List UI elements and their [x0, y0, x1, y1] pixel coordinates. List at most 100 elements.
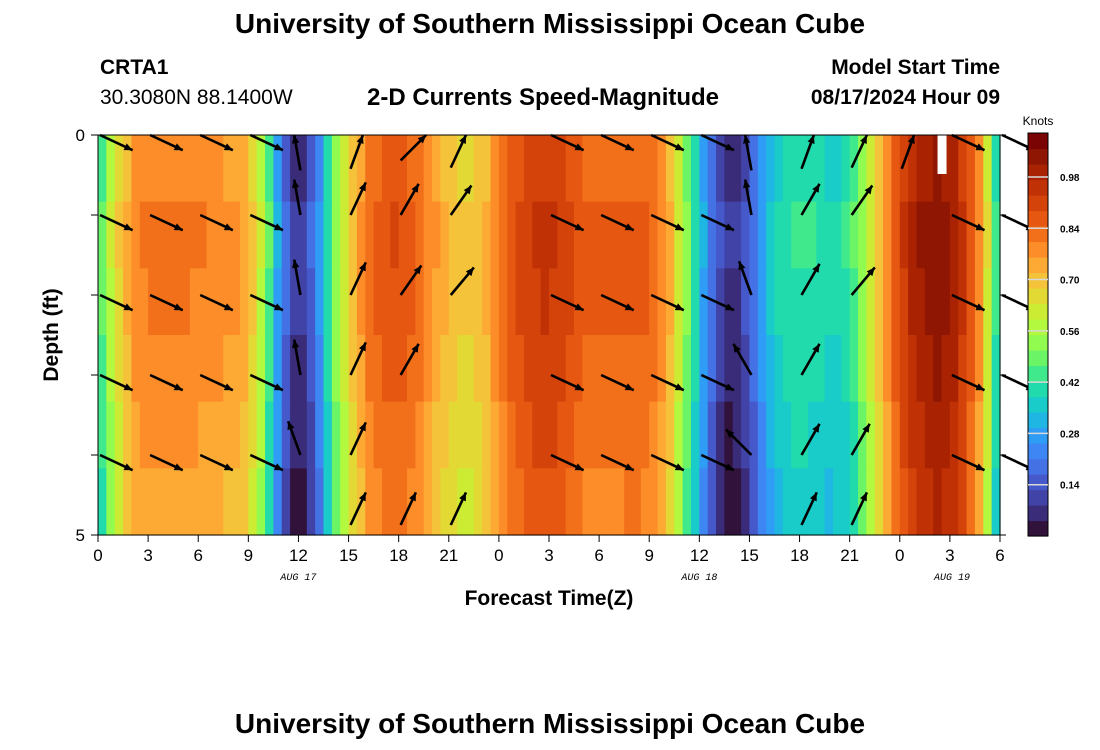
colorbar-unit-label: Knots — [1023, 114, 1054, 128]
heatmap-cell — [448, 335, 458, 403]
heatmap-cell — [782, 335, 792, 403]
heatmap-cell — [883, 268, 893, 336]
heatmap-cell — [941, 335, 951, 403]
heatmap-cell — [114, 201, 124, 269]
heatmap-cell — [665, 401, 675, 469]
heatmap-cell — [949, 401, 959, 469]
heatmap-cell — [131, 335, 141, 403]
heatmap-cell — [98, 468, 107, 536]
heatmap-cell — [189, 335, 199, 403]
heatmap-cell — [448, 401, 458, 469]
current-vector-arrow — [399, 264, 423, 296]
colorbar-segment — [1028, 427, 1048, 444]
current-vector-arrow — [199, 373, 234, 392]
heatmap-cell — [557, 468, 567, 536]
heatmap-cell — [816, 135, 826, 203]
heatmap-cell — [866, 468, 876, 536]
heatmap-cell — [98, 201, 107, 269]
heatmap-cell — [883, 201, 893, 269]
heatmap-cell — [348, 135, 358, 203]
heatmap-cell — [181, 335, 191, 403]
heatmap-cell — [482, 201, 492, 269]
heatmap-cell — [457, 268, 467, 336]
heatmap-cell — [732, 268, 742, 336]
heatmap-cell — [256, 201, 266, 269]
heatmap-cell — [265, 468, 274, 536]
heatmap-cell — [398, 201, 408, 269]
heatmap-cell — [799, 135, 809, 203]
heatmap-cell — [640, 335, 650, 403]
current-vector-arrow — [700, 133, 735, 152]
heatmap-cell — [557, 201, 567, 269]
heatmap-cell — [482, 335, 492, 403]
heatmap-cell — [958, 268, 968, 336]
heatmap-cell — [390, 135, 400, 203]
heatmap-cell — [148, 401, 158, 469]
heatmap-cell — [315, 135, 325, 203]
heatmap-cell — [749, 401, 759, 469]
heatmap-cell — [849, 135, 859, 203]
page-title: University of Southern Mississippi Ocean… — [234, 8, 866, 39]
heatmap-cell — [657, 135, 667, 203]
heatmap-cell — [423, 268, 433, 336]
heatmap-cell — [298, 135, 308, 203]
heatmap-cell — [707, 468, 717, 536]
heatmap-cell — [732, 468, 742, 536]
colorbar-tick-label: 0.42 — [1060, 378, 1080, 389]
heatmap-cell — [665, 135, 675, 203]
colorbar-layer: 0.14 0.28 0.42 0.56 0.70 0.84 0.98 Knots — [1023, 114, 1080, 537]
heatmap-cell — [381, 268, 391, 336]
heatmap-cell — [281, 201, 291, 269]
heatmap-cell — [782, 401, 792, 469]
colorbar-segment — [1028, 133, 1048, 150]
heatmap-cell — [607, 201, 617, 269]
heatmap-cell — [331, 401, 341, 469]
heatmap-cell — [557, 135, 567, 203]
heatmap-cell — [490, 335, 500, 403]
current-vector-arrow — [800, 423, 821, 456]
heatmap-cell — [866, 335, 876, 403]
heatmap-cell — [924, 401, 934, 469]
heatmap-cell — [206, 201, 216, 269]
heatmap-cell — [465, 401, 475, 469]
heatmap-cell — [991, 468, 1001, 536]
heatmap-cell — [682, 401, 692, 469]
heatmap-cell — [657, 268, 667, 336]
heatmap-cell — [816, 401, 826, 469]
heatmap-cell — [423, 201, 433, 269]
heatmap-cell — [273, 135, 283, 203]
y-tick-label: 0 — [76, 126, 85, 145]
heatmap-cell — [966, 468, 976, 536]
heatmap-cell — [883, 135, 893, 203]
heatmap-cell — [949, 468, 959, 536]
heatmap-cell — [858, 335, 867, 403]
heatmap-cell — [98, 268, 107, 336]
heatmap-cell — [206, 135, 216, 203]
heatmap-cell — [657, 335, 667, 403]
heatmap-cell — [265, 335, 274, 403]
heatmap-cell — [766, 201, 776, 269]
heatmap-cell — [373, 135, 383, 203]
heatmap-cell — [582, 135, 592, 203]
heatmap-cell — [106, 135, 116, 203]
heatmap-cell — [574, 401, 584, 469]
heatmap-cell — [782, 468, 792, 536]
heatmap-cell — [908, 135, 918, 203]
heatmap-cell — [415, 335, 425, 403]
heatmap-cell — [189, 201, 199, 269]
heatmap-cell — [682, 201, 692, 269]
x-tick-label: 0 — [895, 546, 904, 565]
heatmap-cell — [565, 401, 575, 469]
heatmap-cell — [239, 401, 249, 469]
heatmap-cell — [590, 268, 600, 336]
current-vector-arrow — [292, 179, 302, 216]
heatmap-cell — [206, 468, 216, 536]
heatmap-cell — [732, 201, 742, 269]
heatmap-cell — [131, 401, 141, 469]
colorbar-segment — [1028, 179, 1048, 196]
heatmap-cell — [774, 135, 784, 203]
heatmap-cell — [365, 268, 375, 336]
heatmap-cell — [156, 468, 166, 536]
heatmap-cell — [891, 335, 901, 403]
current-vector-arrow — [650, 453, 685, 472]
